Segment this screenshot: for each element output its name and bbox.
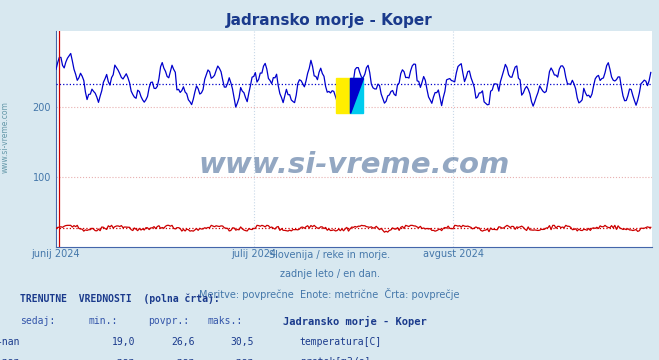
Text: -nan: -nan: [0, 357, 20, 360]
Text: 26,6: 26,6: [171, 337, 194, 347]
Bar: [336, 78, 350, 113]
Text: sedaj:: sedaj:: [20, 316, 55, 326]
Text: -nan: -nan: [230, 357, 254, 360]
Polygon shape: [350, 78, 363, 113]
Text: pretok[m3/s]: pretok[m3/s]: [300, 357, 370, 360]
Text: Meritve: povprečne  Enote: metrične  Črta: povprečje: Meritve: povprečne Enote: metrične Črta:…: [199, 288, 460, 300]
Text: zadnje leto / en dan.: zadnje leto / en dan.: [279, 269, 380, 279]
Text: -nan: -nan: [171, 357, 194, 360]
Text: TRENUTNE  VREDNOSTI  (polna črta):: TRENUTNE VREDNOSTI (polna črta):: [20, 293, 219, 304]
Text: Jadransko morje - Koper: Jadransko morje - Koper: [283, 316, 427, 327]
Text: 19,0: 19,0: [111, 337, 135, 347]
Text: 30,5: 30,5: [230, 337, 254, 347]
Text: -nan: -nan: [111, 357, 135, 360]
Text: Slovenija / reke in morje.: Slovenija / reke in morje.: [269, 250, 390, 260]
Text: povpr.:: povpr.:: [148, 316, 189, 326]
Text: Jadransko morje - Koper: Jadransko morje - Koper: [226, 13, 433, 28]
Text: temperatura[C]: temperatura[C]: [300, 337, 382, 347]
Text: www.si-vreme.com: www.si-vreme.com: [1, 101, 10, 173]
Text: -nan: -nan: [0, 337, 20, 347]
Text: www.si-vreme.com: www.si-vreme.com: [198, 150, 510, 179]
Bar: [350, 78, 363, 113]
Text: maks.:: maks.:: [208, 316, 243, 326]
Text: min.:: min.:: [89, 316, 119, 326]
